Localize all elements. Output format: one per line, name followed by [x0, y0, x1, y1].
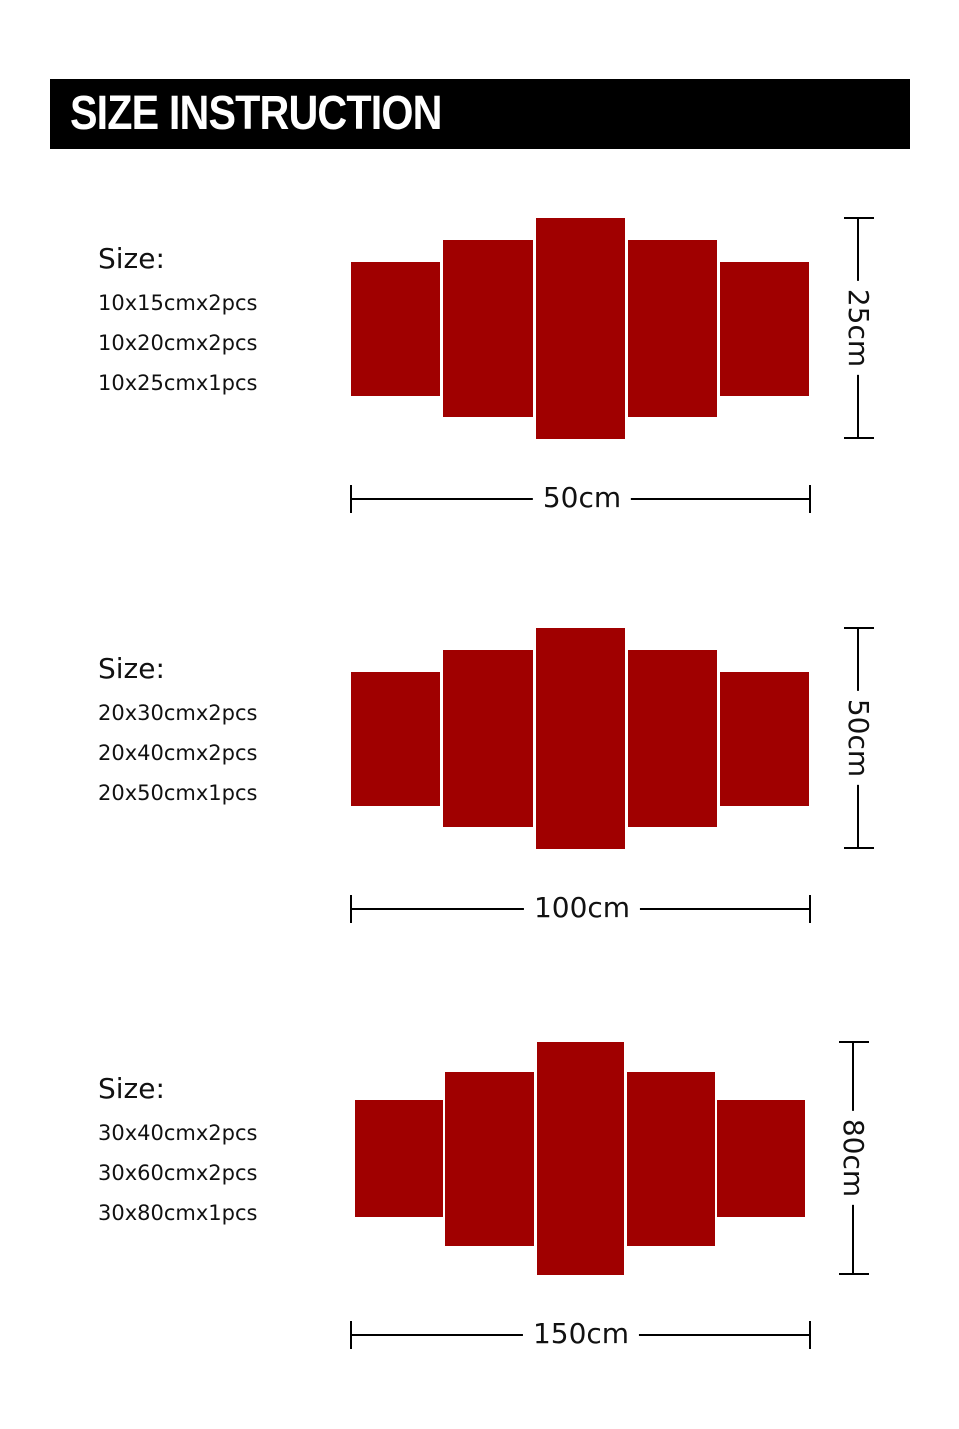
canvas-panel: [720, 672, 809, 806]
height-dimension-cap: [844, 217, 874, 219]
size-spec-line: 10x20cmx2pcs: [98, 331, 258, 355]
title-banner: SIZE INSTRUCTION: [50, 79, 910, 149]
size-spec-line: 20x50cmx1pcs: [98, 781, 258, 805]
height-dimension-cap: [844, 847, 874, 849]
page-title: SIZE INSTRUCTION: [70, 87, 442, 140]
width-label: 150cm: [522, 1318, 640, 1350]
canvas-panel: [355, 1100, 443, 1217]
width-dimension-cap: [350, 1321, 352, 1349]
height-dimension-cap: [844, 627, 874, 629]
width-dimension-cap: [809, 895, 811, 923]
height-dimension-cap: [839, 1041, 869, 1043]
canvas-panel: [720, 262, 809, 396]
width-dimension-cap: [809, 1321, 811, 1349]
height-label: 80cm: [837, 1110, 870, 1206]
size-spec-line: 30x60cmx2pcs: [98, 1161, 258, 1185]
canvas-panel: [628, 650, 717, 827]
canvas-panel: [628, 240, 717, 417]
size-label: Size:: [98, 652, 165, 685]
size-label: Size:: [98, 1072, 165, 1105]
canvas-panel: [537, 1042, 624, 1275]
canvas-panel: [443, 650, 533, 827]
height-label: 25cm: [842, 280, 875, 376]
canvas-panel: [351, 262, 440, 396]
width-label: 50cm: [532, 482, 632, 514]
canvas-panel: [536, 628, 625, 849]
size-label: Size:: [98, 242, 165, 275]
width-dimension-cap: [350, 895, 352, 923]
canvas-panel: [717, 1100, 805, 1217]
size-spec-line: 10x25cmx1pcs: [98, 371, 258, 395]
height-label: 50cm: [842, 690, 875, 786]
width-dimension-cap: [809, 485, 811, 513]
width-label: 100cm: [523, 892, 641, 924]
canvas-panel: [445, 1072, 534, 1246]
width-dimension-cap: [350, 485, 352, 513]
size-spec-line: 20x30cmx2pcs: [98, 701, 258, 725]
size-spec-line: 30x80cmx1pcs: [98, 1201, 258, 1225]
canvas-panel: [536, 218, 625, 439]
canvas-panel: [443, 240, 533, 417]
size-spec-line: 20x40cmx2pcs: [98, 741, 258, 765]
height-dimension-cap: [844, 437, 874, 439]
canvas-panel: [627, 1072, 715, 1246]
size-spec-line: 10x15cmx2pcs: [98, 291, 258, 315]
height-dimension-cap: [839, 1273, 869, 1275]
canvas-panel: [351, 672, 440, 806]
size-spec-line: 30x40cmx2pcs: [98, 1121, 258, 1145]
